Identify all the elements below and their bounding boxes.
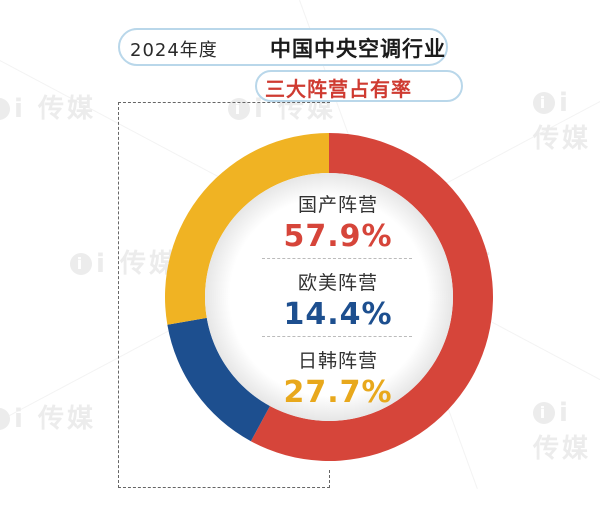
divider <box>262 258 412 260</box>
legend-label: 国产阵营 <box>297 194 378 216</box>
chart-title: 中国中央空调行业 <box>270 37 446 61</box>
divider <box>262 336 412 338</box>
legend-item-japan-korea: 日韩阵营 27.7% <box>258 346 418 410</box>
dashed-bracket-tail <box>329 470 331 488</box>
slice-western <box>167 317 270 442</box>
chart-subtitle: 三大阵营占有率 <box>265 77 412 101</box>
donut-inner-disc <box>205 173 453 421</box>
slice-domestic <box>250 133 493 462</box>
data-label: 27.7% <box>283 375 393 410</box>
data-label: 57.9% <box>283 219 393 254</box>
dashed-bracket <box>118 102 330 488</box>
legend-label: 日韩阵营 <box>297 350 378 372</box>
legend-item-domestic: 国产阵营 57.9% <box>258 190 418 254</box>
year-label: 2024年度 <box>130 40 218 61</box>
data-label: 14.4% <box>283 297 393 332</box>
title-frame <box>118 28 448 66</box>
legend-label: 欧美阵营 <box>297 272 378 294</box>
slice-japan-korea <box>165 133 329 325</box>
legend-item-western: 欧美阵营 14.4% <box>258 268 418 332</box>
subtitle-frame <box>255 70 463 102</box>
watermark: ii 传媒 <box>0 88 96 125</box>
watermark: ii 传媒 <box>0 398 96 435</box>
